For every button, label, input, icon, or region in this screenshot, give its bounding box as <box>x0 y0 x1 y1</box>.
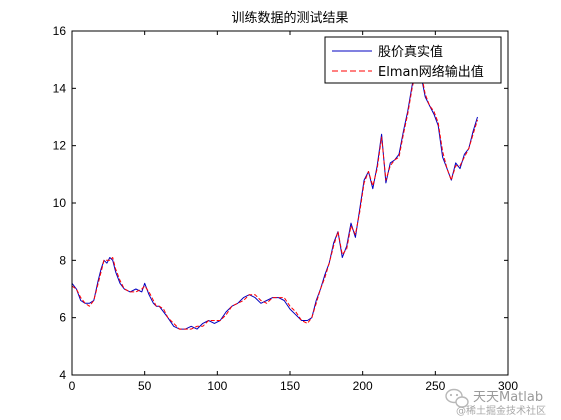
legend-box <box>324 36 502 84</box>
y-tick-label: 6 <box>59 311 66 325</box>
ticks-layer: 0 50 100 150 200 250 300 4 6 8 10 12 14 16 <box>53 24 519 393</box>
wechat-icon <box>445 388 469 408</box>
x-tick-label: 250 <box>425 379 445 393</box>
plot-area <box>72 31 508 375</box>
x-tick-label: 100 <box>207 379 227 393</box>
legend-label-elman: Elman网络输出值 <box>378 64 484 80</box>
y-tick-label: 14 <box>53 81 67 95</box>
x-tick-label: 300 <box>498 379 518 393</box>
x-tick-label: 150 <box>280 379 300 393</box>
y-tick-label: 16 <box>53 24 67 38</box>
watermark: 天天Matlab @稀土掘金技术社区 <box>445 388 546 417</box>
y-tick-label: 8 <box>59 253 66 267</box>
legend-label-actual: 股价真实值 <box>378 44 443 60</box>
x-tick-label: 0 <box>69 379 76 393</box>
y-tick-label: 12 <box>53 139 67 153</box>
watermark-subtitle: @稀土掘金技术社区 <box>456 404 546 417</box>
chart-title: 训练数据的测试结果 <box>231 10 348 26</box>
x-tick-label: 200 <box>353 379 373 393</box>
y-tick-label: 10 <box>53 196 67 210</box>
x-tick-label: 50 <box>138 379 152 393</box>
y-tick-label: 4 <box>59 368 66 382</box>
legend: 股价真实值 Elman网络输出值 <box>324 36 502 84</box>
watermark-title: 天天Matlab <box>473 390 543 405</box>
